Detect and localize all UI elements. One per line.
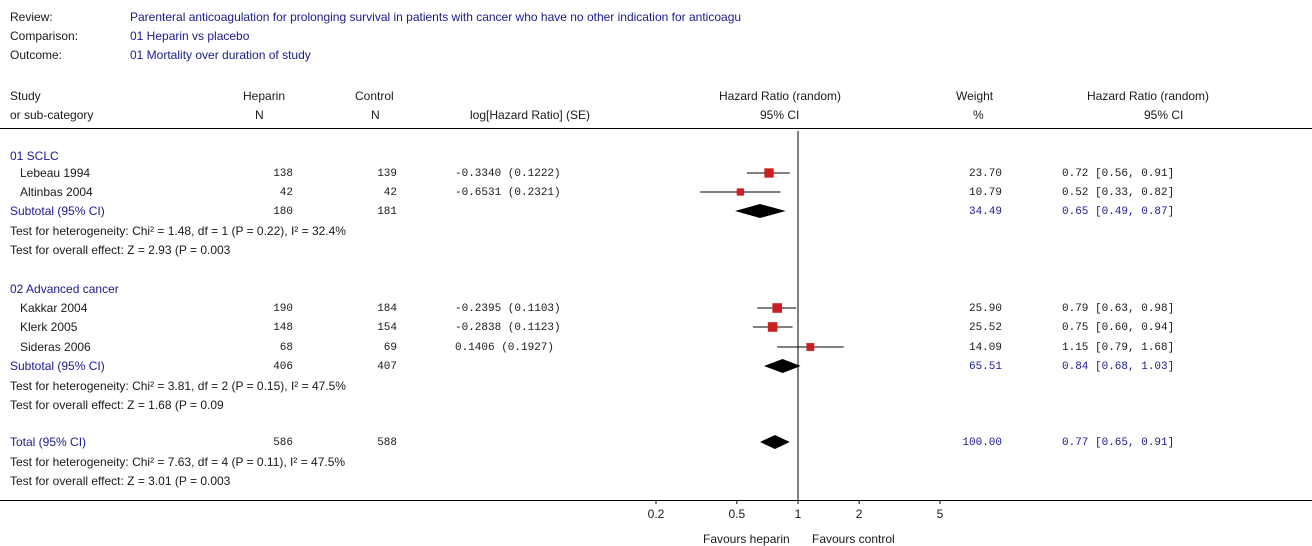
col-hr-plot: Hazard Ratio (random)	[719, 89, 842, 103]
overall-effect-text: Test for overall effect: Z = 1.68 (P = 0…	[10, 398, 224, 412]
hr-ci-value: 0.75 [0.60, 0.94]	[1062, 322, 1175, 334]
group-title: 01 SCLC	[10, 149, 59, 163]
loghr-se: -0.6531 (0.2321)	[455, 187, 561, 199]
study-name: Altinbas 2004	[20, 185, 93, 199]
control-n: 139	[377, 168, 397, 180]
outcome-label: Outcome:	[10, 48, 63, 62]
hr-ci-value: 0.65 [0.49, 0.87]	[1062, 206, 1175, 218]
hr-ci-value: 0.79 [0.63, 0.98]	[1062, 303, 1175, 315]
heparin-n: 406	[273, 361, 293, 373]
heparin-n: 586	[273, 437, 293, 449]
loghr-se: -0.2395 (0.1103)	[455, 303, 561, 315]
weight-value: 25.52	[968, 322, 1002, 334]
weight-value: 25.90	[968, 303, 1002, 315]
control-n: 42	[383, 187, 397, 199]
review-value: Parenteral anticoagulation for prolongin…	[130, 10, 742, 24]
comparison-value: 01 Heparin vs placebo	[130, 29, 250, 43]
col-hr-plot-ci: 95% CI	[760, 108, 800, 122]
outcome-value: 01 Mortality over duration of study	[130, 48, 311, 62]
weight-value: 10.79	[968, 187, 1002, 199]
weight-value: 100.00	[962, 437, 1002, 449]
weight-value: 14.09	[968, 342, 1002, 354]
weight-value: 34.49	[968, 206, 1002, 218]
heparin-n: 138	[273, 168, 293, 180]
hr-ci-value: 0.84 [0.68, 1.03]	[1062, 361, 1175, 373]
study-name: Klerk 2005	[20, 320, 78, 334]
control-n: 184	[377, 303, 397, 315]
hr-ci-value: 0.77 [0.65, 0.91]	[1062, 437, 1175, 449]
heterogeneity-text: Test for heterogeneity: Chi² = 1.48, df …	[10, 224, 346, 238]
subtotal-label: Subtotal (95% CI)	[10, 204, 105, 218]
col-weight-pct: %	[973, 108, 984, 122]
control-n: 588	[377, 437, 397, 449]
control-n: 69	[383, 342, 397, 354]
axis-tick-label: 5	[937, 507, 944, 521]
axis-tick-label: 2	[856, 507, 863, 521]
comparison-label: Comparison:	[10, 29, 79, 43]
study-name: Lebeau 1994	[20, 166, 91, 180]
pooled-diamond	[759, 435, 790, 449]
weight-value: 23.70	[968, 168, 1002, 180]
col-weight: Weight	[956, 89, 994, 103]
study-square-marker	[806, 343, 815, 351]
col-study-sub: or sub-category	[10, 108, 94, 122]
heparin-n: 68	[279, 342, 293, 354]
favours-control-label: Favours control	[812, 532, 895, 546]
heterogeneity-text: Test for heterogeneity: Chi² = 7.63, df …	[10, 455, 346, 469]
hr-ci-value: 0.72 [0.56, 0.91]	[1062, 168, 1175, 180]
study-name: Sideras 2006	[20, 340, 91, 354]
study-square-marker	[764, 168, 774, 178]
overall-effect-text: Test for overall effect: Z = 2.93 (P = 0…	[10, 243, 231, 257]
control-n: 154	[377, 322, 397, 334]
favours-heparin-label: Favours heparin	[703, 532, 790, 546]
heparin-n: 42	[279, 187, 293, 199]
study-square-marker	[736, 188, 744, 196]
control-n: 407	[377, 361, 397, 373]
study-square-marker	[767, 322, 778, 332]
heparin-n: 148	[273, 322, 293, 334]
study-name: Kakkar 2004	[20, 301, 88, 315]
hr-ci-value: 1.15 [0.79, 1.68]	[1062, 342, 1175, 354]
loghr-se: -0.3340 (0.1222)	[455, 168, 561, 180]
axis-tick-label: 0.5	[729, 507, 746, 521]
total-label: Total (95% CI)	[10, 435, 87, 449]
control-n: 181	[377, 206, 397, 218]
col-study: Study	[10, 89, 41, 103]
subtotal-label: Subtotal (95% CI)	[10, 359, 105, 373]
group-title: 02 Advanced cancer	[10, 282, 119, 296]
study-square-marker	[772, 303, 783, 313]
loghr-se: 0.1406 (0.1927)	[455, 342, 555, 354]
col-control-n: N	[371, 108, 380, 122]
heparin-n: 180	[273, 206, 293, 218]
pooled-diamond	[763, 359, 801, 373]
weight-value: 65.51	[968, 361, 1002, 373]
axis-tick-label: 0.2	[648, 507, 665, 521]
loghr-se: -0.2838 (0.1123)	[455, 322, 561, 334]
pooled-diamond	[735, 204, 786, 218]
col-control: Control	[355, 89, 394, 103]
col-loghr: log[Hazard Ratio] (SE)	[470, 108, 591, 122]
hr-ci-value: 0.52 [0.33, 0.82]	[1062, 187, 1175, 199]
heparin-n: 190	[273, 303, 293, 315]
axis-tick-label: 1	[795, 507, 802, 521]
col-hr-text-ci: 95% CI	[1144, 108, 1184, 122]
review-label: Review:	[10, 10, 53, 24]
col-heparin-n: N	[255, 108, 264, 122]
col-hr-text: Hazard Ratio (random)	[1087, 89, 1210, 103]
header-rule	[0, 128, 1312, 129]
col-heparin: Heparin	[243, 89, 286, 103]
heterogeneity-text: Test for heterogeneity: Chi² = 3.81, df …	[10, 379, 346, 393]
overall-effect-text: Test for overall effect: Z = 3.01 (P = 0…	[10, 474, 231, 488]
